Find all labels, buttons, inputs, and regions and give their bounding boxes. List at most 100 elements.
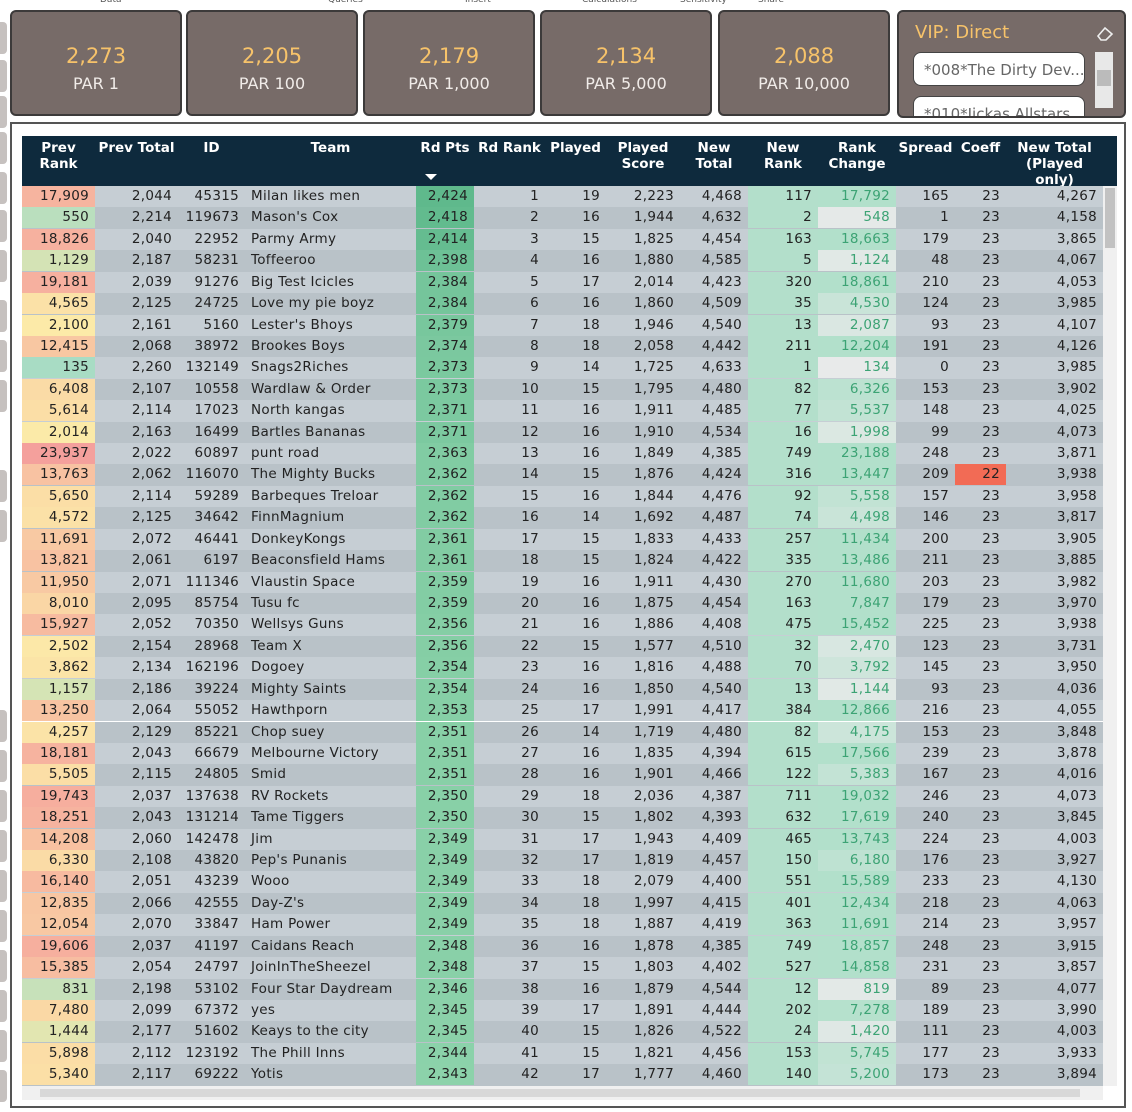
- table-cell: 4,003: [1056, 830, 1097, 847]
- table-cell: 23: [982, 509, 1000, 526]
- table-cell: Snags2Riches: [251, 359, 349, 376]
- table-cell: 6,408: [22, 378, 95, 400]
- column-header[interactable]: Prev Total: [95, 136, 178, 186]
- ribbon-tab[interactable]: Queries: [328, 0, 363, 5]
- column-header[interactable]: Played: [545, 136, 606, 186]
- table-cell: 4,025: [1056, 402, 1097, 419]
- v-scrollbar[interactable]: [1103, 186, 1117, 1086]
- h-thumb[interactable]: [40, 1089, 1080, 1097]
- table-cell: 23,937: [22, 443, 95, 465]
- table-cell: 23: [982, 273, 1000, 290]
- table-cell: 23: [982, 659, 1000, 676]
- table-cell: 25: [521, 702, 539, 719]
- table-cell: 38972: [194, 337, 239, 354]
- side-tab: [0, 710, 7, 742]
- table-cell: 13: [748, 314, 818, 336]
- table-cell: 4,158: [1056, 209, 1097, 226]
- column-header[interactable]: Rd Pts: [416, 136, 474, 186]
- table-cell: 2,351: [416, 742, 474, 764]
- table-cell: 2,354: [416, 657, 474, 679]
- table-cell: 2,100: [22, 314, 95, 336]
- table-cell: 23,188: [818, 443, 896, 465]
- table-cell: 179: [922, 594, 949, 611]
- table-cell: 2,054: [131, 959, 172, 976]
- column-header[interactable]: Team: [245, 136, 416, 186]
- table-cell: 2,072: [131, 530, 172, 547]
- table-cell: 13,447: [818, 464, 896, 486]
- column-header[interactable]: Spread: [896, 136, 955, 186]
- table-cell: 23: [982, 188, 1000, 204]
- column-header[interactable]: New Total: [680, 136, 748, 186]
- table-cell: 16: [582, 423, 600, 440]
- table-cell: Wardlaw & Order: [251, 380, 371, 397]
- table-cell: 4,430: [701, 573, 742, 590]
- column-header[interactable]: ID: [178, 136, 245, 186]
- ribbon-tab[interactable]: Insert: [465, 0, 491, 5]
- ribbon-tab[interactable]: Data: [100, 0, 122, 5]
- table-cell: 116070: [185, 466, 239, 483]
- table-cell: 23: [982, 723, 1000, 740]
- card-label: PAR 1,000: [408, 74, 490, 93]
- table-cell: Mason's Cox: [251, 209, 339, 226]
- table-cell: 3,848: [1056, 723, 1097, 740]
- table-cell: 23: [982, 594, 1000, 611]
- column-header[interactable]: Rd Rank: [474, 136, 545, 186]
- table-cell: 28: [521, 766, 539, 783]
- table-cell: 4,130: [1056, 873, 1097, 890]
- column-header[interactable]: New Rank: [748, 136, 818, 186]
- table-cell: 23: [982, 295, 1000, 312]
- table-cell: 2,359: [416, 571, 474, 593]
- column-header[interactable]: New Total (Played only): [1006, 136, 1103, 188]
- table-cell: 4,466: [701, 766, 742, 783]
- table-cell: 18: [582, 873, 600, 890]
- table-cell: 2,374: [416, 335, 474, 357]
- table-cell: 1,577: [633, 637, 674, 654]
- table-cell: 1,802: [633, 809, 674, 826]
- table-cell: 1,891: [633, 1001, 674, 1018]
- ribbon-tab[interactable]: Share: [758, 0, 784, 5]
- table-cell: 122: [748, 764, 818, 786]
- table-cell: 23: [982, 316, 1000, 333]
- table-cell: 48: [931, 252, 949, 269]
- card-value: 2,088: [773, 44, 835, 68]
- table-cell: 4,417: [701, 702, 742, 719]
- table-cell: 4,572: [22, 507, 95, 529]
- table-cell: 2,087: [818, 314, 896, 336]
- table-cell: FinnMagnium: [251, 509, 345, 526]
- slicer-item[interactable]: *008*The Dirty Dev...: [913, 52, 1085, 86]
- table-cell: 46441: [194, 530, 239, 547]
- table-cell: 548: [818, 207, 896, 229]
- table-cell: 2,037: [131, 937, 172, 954]
- table-cell: 14: [582, 723, 600, 740]
- table-cell: 551: [748, 871, 818, 893]
- slicer-scrollbar[interactable]: [1095, 52, 1113, 108]
- table-cell: 30: [521, 809, 539, 826]
- column-header[interactable]: Coeff: [955, 136, 1006, 186]
- table-cell: 711: [748, 785, 818, 807]
- table-cell: 4,423: [701, 273, 742, 290]
- slicer-item[interactable]: *010*Jickas Allstars: [913, 96, 1085, 116]
- ribbon-tab[interactable]: Calculations: [582, 0, 637, 5]
- table-cell: 23: [982, 573, 1000, 590]
- table-cell: 5: [530, 273, 539, 290]
- table-cell: 2,186: [131, 680, 172, 697]
- table-cell: 77: [748, 400, 818, 422]
- table-cell: 1,835: [633, 744, 674, 761]
- table-cell: 4,419: [701, 916, 742, 933]
- table-cell: 2,361: [416, 550, 474, 572]
- sort-arrow: [425, 174, 437, 180]
- column-header[interactable]: Rank Change: [818, 136, 896, 186]
- eraser-icon[interactable]: [1095, 24, 1115, 42]
- ribbon-tab[interactable]: Sensitivity: [680, 0, 727, 5]
- table-cell: 2,112: [131, 1044, 172, 1061]
- table-cell: 58231: [194, 252, 239, 269]
- v-thumb[interactable]: [1105, 188, 1115, 248]
- table-cell: 2,344: [416, 1042, 474, 1064]
- column-header[interactable]: Played Score: [606, 136, 680, 186]
- table-cell: 2,348: [416, 935, 474, 957]
- card-label: PAR 1: [73, 74, 119, 93]
- table-cell: 93: [931, 316, 949, 333]
- column-header[interactable]: Prev Rank: [22, 136, 95, 186]
- table-cell: 527: [748, 957, 818, 979]
- table-cell: 179: [922, 230, 949, 247]
